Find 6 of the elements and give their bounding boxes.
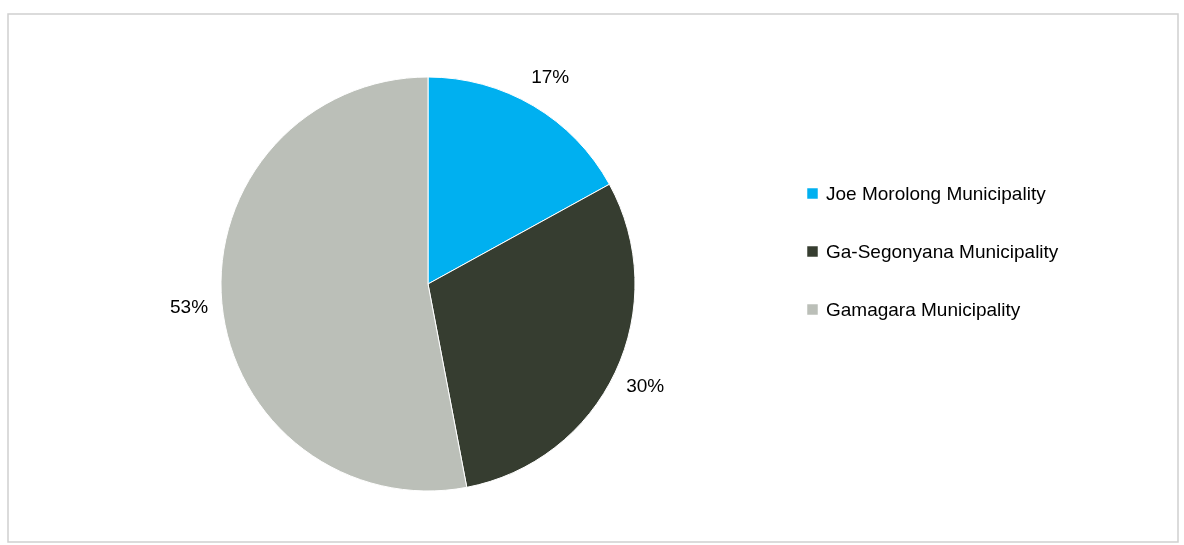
data-label: 30% <box>626 375 665 397</box>
legend-label: Joe Morolong Municipality <box>826 182 1047 204</box>
data-label: 53% <box>170 295 209 317</box>
legend-label: Ga-Segonyana Municipality <box>826 240 1059 262</box>
legend-label: Gamagara Municipality <box>826 298 1021 320</box>
data-label: 17% <box>531 66 570 88</box>
